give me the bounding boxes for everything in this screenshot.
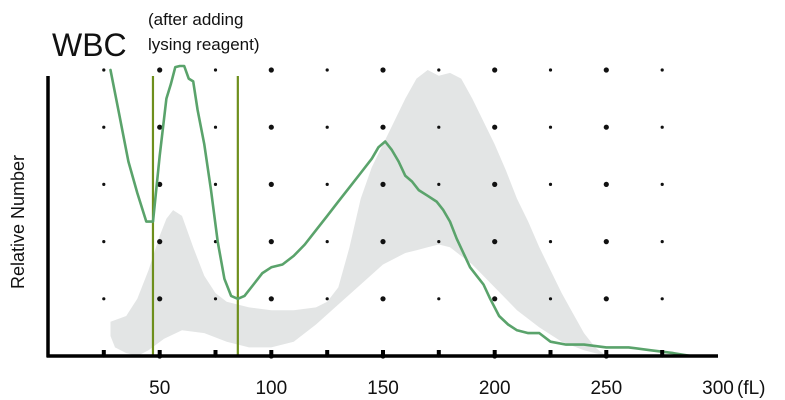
x-axis-tick-mark [381, 350, 385, 357]
grid-dot [548, 297, 553, 301]
x-axis-tick-mark [213, 350, 218, 357]
x-axis-tick-mark [548, 350, 553, 357]
grid-dot [437, 125, 441, 129]
grid-dot [660, 125, 664, 129]
grid-dot [325, 240, 329, 244]
grid-dot [213, 68, 218, 72]
grid-dot [380, 67, 386, 73]
x-tick-label: 250 [590, 378, 622, 399]
x-axis-tick-mark [436, 350, 441, 357]
x-tick-label: 200 [479, 378, 511, 399]
grid-dot [603, 181, 609, 187]
grid-dot [492, 296, 498, 302]
x-axis-tick-mark [492, 350, 497, 357]
grid-dot [380, 181, 386, 187]
grid-dot [492, 181, 498, 187]
grid-dot [325, 68, 329, 72]
grid-dot [492, 239, 498, 245]
annotation-line-2: lysing reagent) [148, 35, 260, 54]
grid-dot [492, 124, 498, 130]
grid-dot [437, 182, 441, 186]
x-axis-tick-mark [660, 350, 665, 357]
grid-dot [380, 124, 386, 130]
axes [46, 76, 718, 358]
grid-dot [548, 240, 553, 244]
grid-dot [437, 68, 441, 72]
x-tick-label: 150 [367, 378, 399, 399]
grid-dot [660, 240, 664, 244]
grid-dot [603, 296, 609, 302]
grid-dot [102, 68, 106, 72]
grid-dot [157, 67, 163, 73]
grid-dot [213, 125, 218, 129]
grid-dot [603, 67, 609, 73]
grid-dot [268, 67, 274, 73]
grid-dot [660, 68, 664, 72]
reference-band-area [110, 70, 607, 356]
y-axis-label: Relative Number [8, 155, 28, 289]
chart-title: WBC [52, 27, 127, 63]
grid-dot [437, 297, 441, 301]
x-axis-tick-mark [325, 350, 330, 357]
annotation-line-1: (after adding [148, 10, 243, 29]
grid-dot [325, 297, 329, 301]
reference-range-band [110, 70, 607, 356]
grid-dot [213, 297, 218, 301]
grid-dot [325, 182, 329, 186]
grid-dot [492, 67, 498, 73]
x-axis-tick-mark [157, 350, 162, 357]
grid-dot [660, 297, 664, 301]
grid-dot [102, 182, 106, 186]
grid-dot [268, 181, 274, 187]
grid-dot [603, 239, 609, 245]
grid-dot [157, 239, 163, 245]
x-unit-label: (fL) [737, 378, 766, 399]
grid-dot [102, 240, 106, 244]
grid-dot [548, 68, 553, 72]
x-tick-labels: 50 100 150 200 250 300 [149, 378, 734, 399]
x-tick-label: 100 [255, 378, 287, 399]
grid-dot [268, 296, 274, 302]
x-tick-label: 300 [702, 378, 734, 399]
grid-dot [157, 124, 163, 130]
grid-dot [268, 239, 274, 245]
grid-dot [660, 182, 664, 186]
grid-dot [603, 124, 609, 130]
grid-dot [102, 297, 106, 301]
grid-dot [268, 124, 274, 130]
x-tick-label: 50 [149, 378, 170, 399]
grid-dot [325, 125, 329, 129]
x-axis-tick-mark [269, 350, 274, 357]
grid-dot [102, 125, 106, 129]
grid-dot [157, 296, 163, 302]
grid-dot [380, 239, 386, 245]
x-axis-tick-mark [101, 350, 106, 357]
grid-dot [548, 182, 553, 186]
x-axis-tick-mark [604, 350, 609, 357]
wbc-curve [109, 64, 693, 358]
grid-dot [548, 125, 553, 129]
grid-dot [213, 182, 218, 186]
grid-dot [157, 181, 163, 187]
grid-dot [437, 240, 441, 244]
wbc-curve-series [109, 64, 693, 358]
grid-dot [380, 296, 386, 302]
